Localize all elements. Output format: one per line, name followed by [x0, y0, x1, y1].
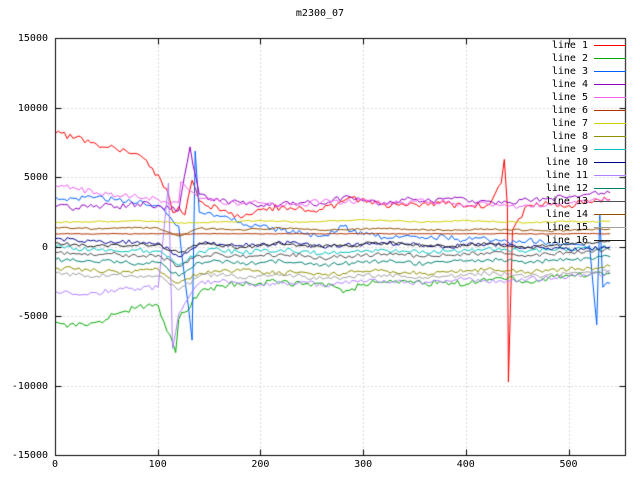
- legend-line-sample: [594, 123, 626, 124]
- legend-label: line 8: [551, 131, 588, 142]
- legend-item: line 16: [546, 234, 626, 247]
- legend-item: line 15: [546, 221, 626, 234]
- legend-item: line 1: [546, 39, 626, 52]
- legend-line-sample: [594, 149, 626, 150]
- x-tick-label: 400: [456, 459, 475, 470]
- legend-label: line 7: [551, 118, 588, 129]
- legend-label: line 15: [545, 222, 588, 233]
- x-tick-label: 0: [51, 459, 59, 470]
- legend-item: line 14: [546, 208, 626, 221]
- legend-item: line 6: [546, 104, 626, 117]
- legend-line-sample: [594, 71, 626, 72]
- legend: line 1 line 2 line 3 line 4 line 5 line 6 line…: [546, 39, 626, 247]
- y-tick-label: 15000: [17, 33, 48, 44]
- legend-line-sample: [594, 175, 626, 176]
- legend-line-sample: [594, 58, 626, 59]
- legend-line-sample: [594, 240, 626, 241]
- x-tick-label: 200: [251, 459, 270, 470]
- legend-line-sample: [594, 45, 626, 46]
- legend-label: line 12: [545, 183, 588, 194]
- legend-line-sample: [594, 110, 626, 111]
- y-tick-label: 10000: [17, 102, 48, 114]
- legend-line-sample: [594, 188, 626, 189]
- legend-label: line 16: [545, 235, 588, 246]
- y-tick-label: -15000: [11, 450, 48, 461]
- legend-item: line 11: [546, 169, 626, 182]
- legend-item: line 3: [546, 65, 626, 78]
- legend-line-sample: [594, 84, 626, 85]
- legend-line-sample: [594, 162, 626, 163]
- legend-item: line 12: [546, 182, 626, 195]
- legend-label: line 6: [551, 105, 588, 116]
- legend-item: line 10: [546, 156, 626, 169]
- legend-line-sample: [594, 136, 626, 137]
- legend-label: line 2: [551, 53, 588, 64]
- legend-item: line 8: [546, 130, 626, 143]
- legend-label: line 9: [551, 144, 588, 155]
- legend-item: line 7: [546, 117, 626, 130]
- chart-title: m2300_07: [295, 8, 345, 19]
- y-tick-label: -10000: [11, 380, 48, 392]
- x-tick-label: 100: [148, 459, 167, 470]
- legend-label: line 10: [545, 157, 588, 168]
- legend-label: line 13: [545, 196, 588, 207]
- legend-line-sample: [594, 227, 626, 228]
- legend-label: line 5: [551, 92, 588, 103]
- y-tick-label: -5000: [17, 311, 48, 322]
- legend-item: line 9: [546, 143, 626, 156]
- legend-label: line 3: [551, 66, 588, 77]
- legend-line-sample: [594, 97, 626, 98]
- x-tick-label: 500: [559, 459, 578, 470]
- legend-label: line 4: [551, 79, 588, 90]
- legend-label: line 1: [551, 40, 588, 51]
- x-tick-label: 300: [354, 459, 373, 470]
- legend-item: line 5: [546, 91, 626, 104]
- y-tick-label: 5000: [23, 172, 48, 183]
- y-tick-label: 0: [41, 241, 48, 253]
- legend-item: line 4: [546, 78, 626, 91]
- legend-label: line 11: [545, 170, 588, 181]
- legend-line-sample: [594, 214, 626, 215]
- legend-label: line 14: [545, 209, 588, 220]
- legend-item: line 13: [546, 195, 626, 208]
- legend-line-sample: [594, 201, 626, 202]
- legend-item: line 2: [546, 52, 626, 65]
